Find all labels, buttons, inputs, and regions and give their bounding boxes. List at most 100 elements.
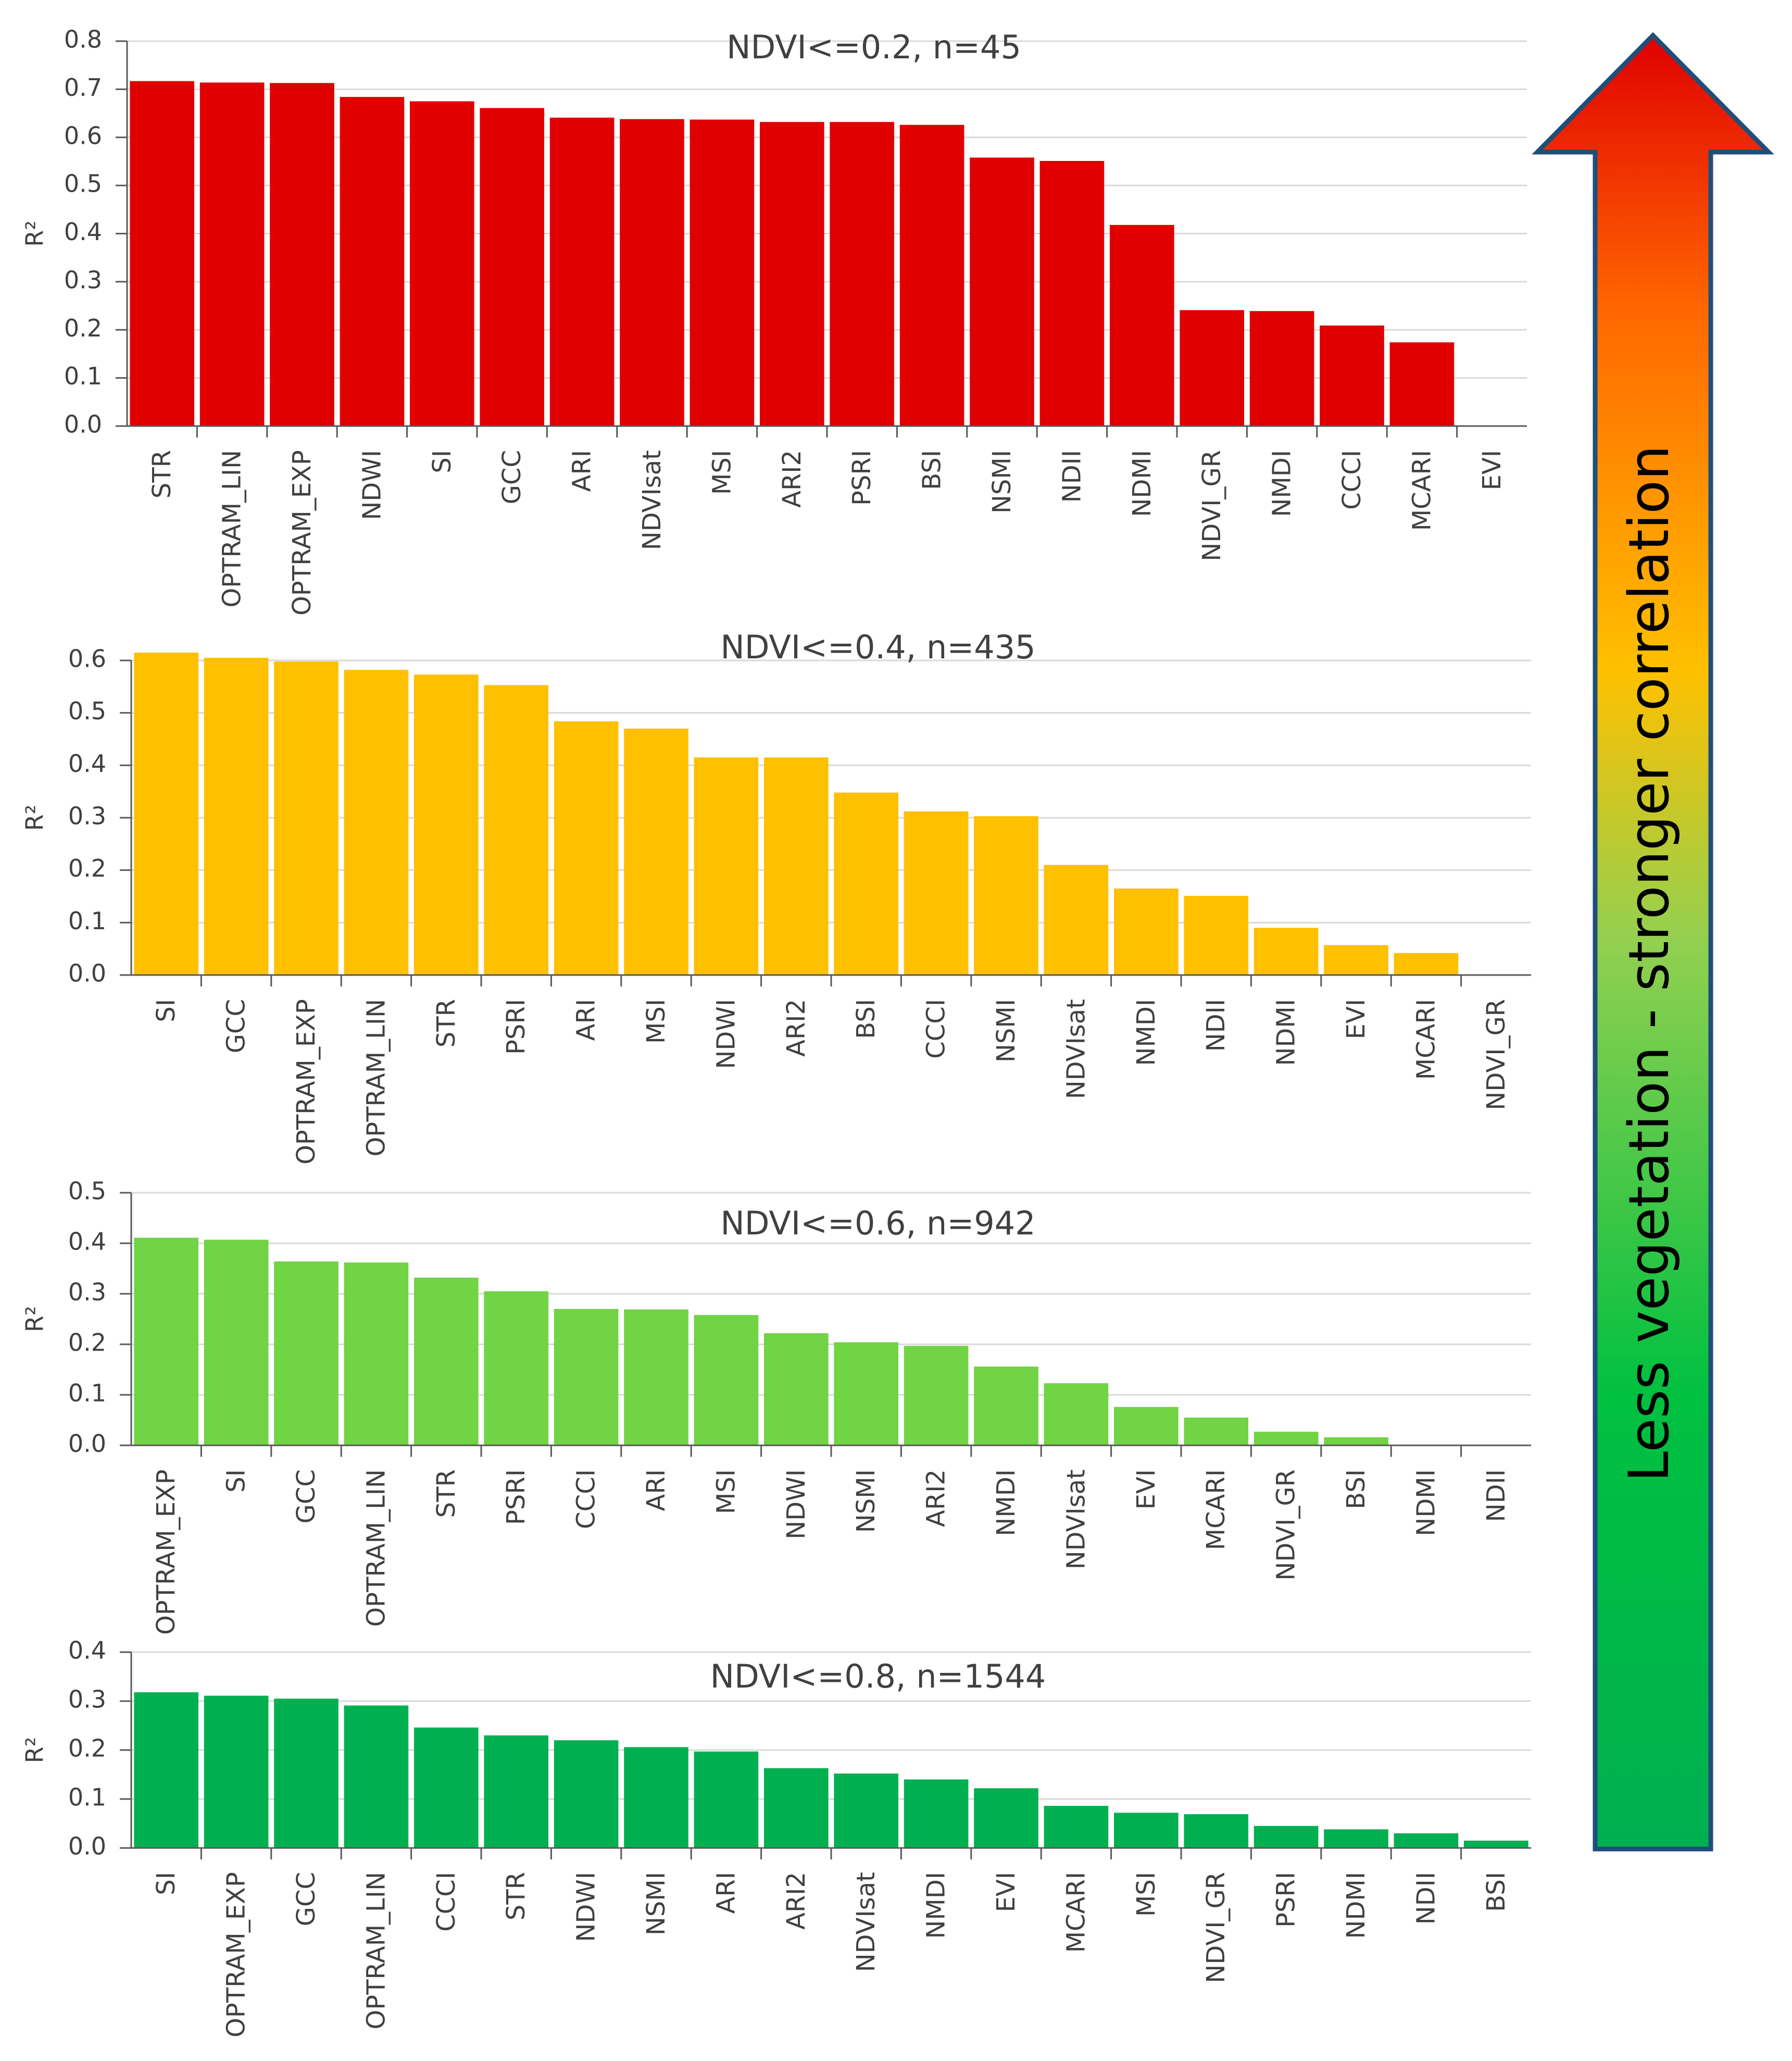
x-tick-label: ARI bbox=[568, 450, 597, 492]
bar-mcari bbox=[1184, 1417, 1249, 1445]
x-tick-label: NDVIsat bbox=[1061, 999, 1091, 1099]
y-tick-label: 0.1 bbox=[68, 907, 106, 935]
bar-optram_exp bbox=[270, 83, 334, 426]
y-axis-label: R² bbox=[21, 220, 49, 246]
bar-optram_lin bbox=[199, 82, 265, 426]
bar-ccci bbox=[413, 1727, 479, 1848]
x-tick-label: ARI bbox=[572, 999, 601, 1041]
x-tick-label: NDVIsat bbox=[851, 1872, 881, 1972]
bar-nmdi bbox=[904, 1779, 969, 1848]
x-tick-label: BSI bbox=[1482, 1872, 1511, 1912]
bar-gcc bbox=[204, 657, 269, 975]
x-tick-label: STR bbox=[432, 1469, 461, 1518]
gradient-arrow: Less vegetation - stronger correlation bbox=[1532, 32, 1774, 1852]
x-tick-label: GCC bbox=[222, 999, 251, 1053]
y-tick-label: 0.0 bbox=[64, 410, 102, 439]
x-tick-label: ARI bbox=[711, 1872, 741, 1914]
x-tick-label: NDII bbox=[1201, 999, 1231, 1052]
bar-ari bbox=[554, 721, 619, 975]
y-tick-label: 0.4 bbox=[68, 1228, 106, 1256]
y-tick-label: 0.7 bbox=[64, 73, 102, 102]
y-tick-label: 0.6 bbox=[64, 121, 102, 149]
x-tick-label: NDMI bbox=[1342, 1872, 1371, 1939]
bar-mcari bbox=[1389, 342, 1455, 426]
bar-ndmi bbox=[1109, 224, 1174, 426]
bar-gcc bbox=[480, 108, 545, 426]
x-tick-label: NSMI bbox=[992, 999, 1021, 1063]
x-tick-label: NDVI_GR bbox=[1197, 450, 1226, 561]
x-tick-label: NDVI_GR bbox=[1482, 999, 1511, 1110]
y-tick-label: 0.0 bbox=[68, 1832, 106, 1860]
x-tick-label: GCC bbox=[497, 450, 527, 504]
y-tick-label: 0.1 bbox=[68, 1783, 106, 1812]
bar-ndwi bbox=[340, 97, 405, 426]
bar-optram_exp bbox=[134, 1238, 199, 1445]
bar-ari bbox=[549, 117, 615, 427]
x-tick-label: OPTRAM_EXP bbox=[152, 1469, 181, 1635]
x-tick-label: NDWI bbox=[572, 1872, 601, 1942]
bar-optram_exp bbox=[204, 1695, 269, 1848]
x-tick-label: MCARI bbox=[1061, 1872, 1091, 1953]
chart-panel-ndvi-06: 0.0 0.1 0.2 0.3 0.4 0.5 OPTRAM_EXP SI GCC OPTRAM_… bbox=[21, 1177, 1531, 1635]
bar-optram_lin bbox=[344, 1705, 409, 1848]
x-tick-label: ARI bbox=[642, 1469, 671, 1511]
x-tick-label: SI bbox=[428, 450, 457, 473]
bar-ndii bbox=[1394, 1833, 1459, 1848]
x-tick-label: NDMI bbox=[1127, 450, 1157, 517]
y-tick-label: 0.1 bbox=[68, 1379, 106, 1407]
x-tick-label: EVI bbox=[1342, 999, 1371, 1039]
bar-ndii bbox=[1184, 895, 1249, 975]
bar-nsmi bbox=[834, 1342, 899, 1445]
x-tick-label: NDWI bbox=[711, 999, 741, 1069]
x-tick-label: MSI bbox=[711, 1469, 741, 1514]
y-tick-label: 0.5 bbox=[68, 697, 106, 725]
bar-ndvi_gr bbox=[1180, 310, 1245, 426]
x-tick-label: MSI bbox=[707, 450, 736, 495]
x-tick-label: OPTRAM_LIN bbox=[361, 999, 391, 1157]
bar-bsi bbox=[1324, 1437, 1388, 1445]
bar-optram_lin bbox=[344, 1262, 409, 1445]
x-tick-label: OPTRAM_EXP bbox=[222, 1872, 251, 2038]
x-tick-label: GCC bbox=[292, 1469, 321, 1523]
y-tick-label: 0.3 bbox=[68, 1278, 106, 1306]
x-tick-label: BSI bbox=[851, 999, 881, 1039]
bar-msi bbox=[694, 1315, 759, 1445]
bar-str bbox=[484, 1735, 549, 1848]
chart-title: NDVI<=0.4, n=435 bbox=[720, 628, 1035, 666]
x-tick-label: SI bbox=[152, 1872, 181, 1895]
x-tick-label: GCC bbox=[292, 1872, 321, 1926]
x-tick-label: NDII bbox=[1057, 450, 1086, 503]
bar-bsi bbox=[1463, 1840, 1528, 1848]
bar-nmdi bbox=[1113, 888, 1179, 975]
x-tick-label: CCCI bbox=[922, 999, 951, 1059]
bar-ndwi bbox=[763, 1333, 829, 1445]
y-tick-label: 0.4 bbox=[68, 750, 106, 778]
x-tick-label: NMDI bbox=[992, 1469, 1021, 1536]
x-tick-label: ARI2 bbox=[922, 1469, 951, 1527]
y-tick-label: 0.2 bbox=[68, 1734, 106, 1763]
y-tick-label: 0.2 bbox=[64, 314, 102, 342]
x-tick-label: NMDI bbox=[1268, 450, 1297, 517]
bar-msi bbox=[690, 119, 755, 427]
y-tick-label: 0.6 bbox=[68, 645, 106, 673]
bar-ari2 bbox=[759, 122, 824, 426]
x-tick-label: PSRI bbox=[847, 450, 876, 506]
x-tick-label: MSI bbox=[1132, 1872, 1161, 1917]
y-tick-label: 0.5 bbox=[64, 170, 102, 198]
bar-ari2 bbox=[763, 757, 829, 975]
bar-ndwi bbox=[694, 757, 759, 975]
x-tick-label: MCARI bbox=[1407, 450, 1436, 531]
x-tick-label: STR bbox=[147, 450, 177, 498]
x-tick-label: NDVIsat bbox=[637, 450, 667, 550]
bar-ndvisat bbox=[620, 119, 684, 426]
x-tick-label: ARI2 bbox=[782, 1872, 811, 1930]
bar-si bbox=[134, 1692, 199, 1848]
bar-ccci bbox=[554, 1309, 619, 1445]
x-tick-label: MCARI bbox=[1411, 999, 1440, 1080]
bar-msi bbox=[1113, 1813, 1179, 1848]
bar-psri bbox=[830, 122, 895, 426]
y-tick-label: 0.5 bbox=[68, 1177, 106, 1205]
x-tick-label: SI bbox=[222, 1469, 251, 1493]
bar-msi bbox=[624, 728, 688, 975]
x-tick-label: NDWI bbox=[357, 450, 386, 520]
